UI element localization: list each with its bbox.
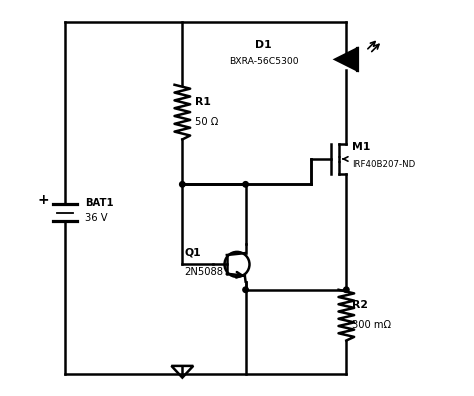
Text: Q1: Q1: [184, 248, 201, 258]
Text: BXRA-56C5300: BXRA-56C5300: [229, 57, 299, 66]
Text: IRF40B207-ND: IRF40B207-ND: [352, 160, 415, 169]
Text: M1: M1: [352, 142, 371, 152]
Text: +: +: [38, 193, 50, 207]
Text: R1: R1: [195, 97, 211, 107]
Circle shape: [243, 182, 248, 187]
Circle shape: [243, 287, 248, 293]
Text: 2N5088: 2N5088: [184, 267, 223, 277]
Text: 50 Ω: 50 Ω: [195, 117, 218, 127]
Text: D1: D1: [255, 40, 271, 50]
Text: BAT1: BAT1: [85, 198, 113, 208]
Text: 300 mΩ: 300 mΩ: [352, 320, 391, 330]
Circle shape: [344, 287, 349, 293]
Circle shape: [180, 182, 185, 187]
Polygon shape: [336, 48, 357, 70]
Text: 36 V: 36 V: [85, 213, 107, 223]
Text: R2: R2: [352, 301, 368, 310]
